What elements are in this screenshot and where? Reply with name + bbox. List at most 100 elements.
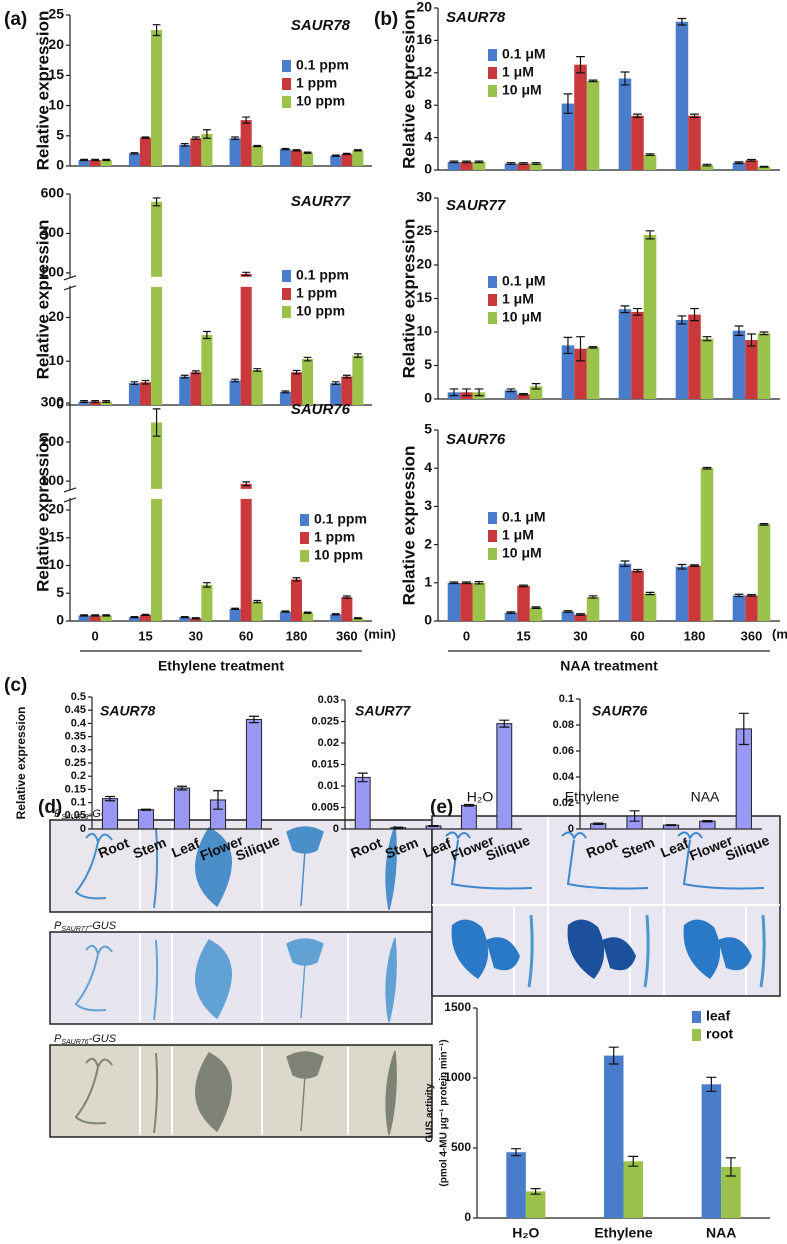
bar [517, 585, 530, 621]
error-bar [677, 563, 687, 570]
bar [190, 618, 202, 621]
x-tick-label: 0 [463, 628, 470, 643]
axis-break [64, 489, 76, 498]
bar [745, 595, 758, 621]
error-bar [331, 381, 340, 386]
bar [460, 804, 477, 830]
error-bar [231, 378, 239, 383]
error-bar [530, 1188, 541, 1195]
error-bar [281, 390, 290, 394]
bar [330, 155, 342, 166]
seedling-image [153, 939, 159, 1021]
bar [78, 159, 90, 166]
bar [688, 115, 701, 170]
legend-label: 1 μM [502, 527, 534, 543]
bar [618, 78, 632, 170]
error-bar [130, 152, 139, 155]
bar [586, 596, 600, 621]
y-tick-label: 16 [416, 31, 432, 47]
error-bar [608, 1046, 619, 1065]
bar [688, 565, 701, 621]
seedling-image [385, 1050, 397, 1136]
error-bar [292, 369, 301, 375]
bar [139, 137, 152, 166]
bar [675, 566, 689, 621]
error-bar [563, 610, 573, 613]
bar [354, 776, 371, 830]
y-tick-label: 100 [41, 472, 65, 488]
legend-swatch [282, 96, 291, 108]
x-tick-label: 30 [573, 628, 587, 643]
bar [517, 163, 530, 170]
image-frame [49, 1044, 433, 1138]
error-bar [191, 370, 200, 375]
error-bar [130, 615, 139, 619]
chart-title: SAUR78 [446, 9, 506, 26]
error-bar [292, 149, 301, 152]
error-bar [152, 197, 161, 207]
bar [279, 149, 291, 166]
bar [700, 165, 714, 170]
error-bar [734, 161, 744, 165]
error-bar [645, 591, 655, 596]
bar [302, 359, 314, 405]
bar [529, 163, 543, 170]
bar [504, 163, 518, 170]
x-tick-label: 30 [189, 628, 203, 643]
legend-label: 1 ppm [296, 75, 337, 91]
bar [179, 617, 191, 621]
bar [151, 30, 163, 166]
bar [504, 612, 518, 621]
error-bar [677, 315, 687, 325]
y-tick-label: 0 [80, 823, 86, 835]
image-frame [49, 931, 433, 1025]
x-unit: (min) [364, 626, 396, 641]
y-tick-label: 0 [424, 161, 432, 177]
error-bar [506, 611, 516, 614]
bar [618, 563, 632, 621]
seedling-image [567, 919, 636, 979]
bar [173, 787, 191, 830]
y-tick-label: 0.15 [65, 783, 86, 795]
axis-break [64, 277, 76, 286]
legend-label: 1 μM [502, 291, 534, 307]
y-tick-label: 15 [416, 289, 432, 305]
bar [631, 115, 644, 170]
seedling-image [643, 914, 650, 988]
error-bar [511, 1148, 522, 1157]
construct-prefix: P [54, 920, 62, 932]
bar [472, 161, 486, 170]
bar [101, 798, 119, 830]
bar [139, 382, 152, 405]
y-tick-label: 0 [333, 823, 339, 835]
construct-prefix: P [54, 1033, 62, 1045]
bar [721, 1166, 741, 1218]
error-bar [91, 158, 100, 162]
error-bar [462, 581, 471, 585]
error-bar [576, 613, 585, 616]
error-bar [462, 160, 471, 164]
bar [529, 607, 543, 621]
bar [201, 584, 213, 621]
legend-swatch [300, 550, 309, 562]
bar [701, 1084, 722, 1218]
legend-swatch [692, 1011, 701, 1023]
y-tick-label: 0.2 [71, 770, 86, 782]
x-tick-label: 15 [138, 628, 152, 643]
x-tick-label: 15 [516, 628, 530, 643]
error-bar [593, 822, 604, 826]
bar [506, 1152, 526, 1218]
bar [574, 614, 587, 621]
y-tick-label: 5 [424, 421, 432, 437]
error-bar [633, 307, 642, 316]
y-axis-label: Relative expression [399, 219, 418, 379]
error-bar [449, 581, 459, 585]
bar [341, 597, 353, 621]
y-axis-label: Relative expression [33, 220, 52, 380]
bar [128, 383, 140, 405]
legend-label: 0.1 μM [502, 273, 546, 289]
error-bar [253, 599, 262, 604]
x-tick-label: 0 [92, 628, 99, 643]
x-unit: (min) [772, 626, 787, 641]
